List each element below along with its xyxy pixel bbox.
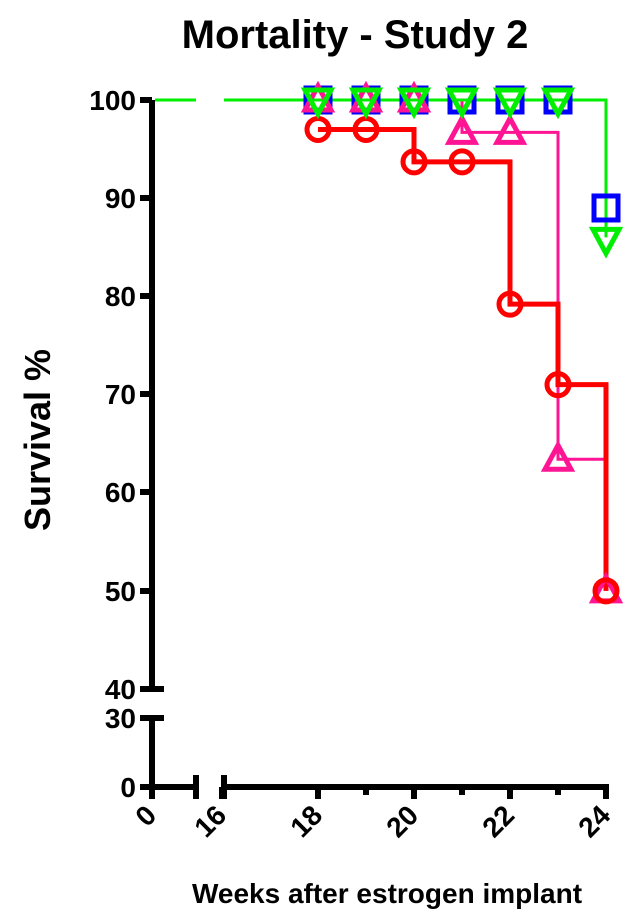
chart-title: Mortality - Study 2: [182, 13, 529, 57]
point-triangle-up: [540, 440, 576, 472]
point-triangle-down: [540, 87, 576, 120]
y-tick-label: 80: [105, 281, 136, 312]
point-triangle-down: [396, 87, 432, 120]
x-axis-label: Weeks after estrogen implant: [192, 878, 582, 909]
y-tick-label: 50: [105, 576, 136, 607]
point-triangle-down: [444, 87, 480, 120]
y-tick-label: 30: [105, 703, 136, 734]
x-tick-label: 0: [129, 799, 162, 832]
point-circle: [400, 148, 428, 176]
series-layer: [155, 80, 624, 605]
y-tick-label: 100: [89, 85, 136, 116]
x-tick-label: 20: [380, 799, 424, 843]
y-tick-label: 60: [105, 477, 136, 508]
point-triangle-down: [300, 87, 336, 120]
point-triangle-down: [492, 87, 528, 120]
y-tick-label: 40: [105, 674, 136, 705]
point-circle: [544, 371, 572, 399]
y-axis-label: Survival %: [17, 349, 58, 531]
x-tick-label: 18: [284, 799, 328, 843]
point-triangle-up: [444, 113, 480, 145]
point-square: [591, 193, 621, 223]
y-tick-label: 90: [105, 183, 136, 214]
x-tick-label: 22: [476, 799, 520, 843]
point-triangle-down: [348, 87, 384, 120]
point-circle: [448, 148, 476, 176]
series-circle-line: [318, 126, 609, 591]
point-triangle-down: [588, 226, 624, 259]
x-tick-label: 16: [188, 799, 232, 843]
y-tick-label: 70: [105, 379, 136, 410]
x-tick-label: 24: [572, 799, 616, 843]
point-triangle-up: [492, 113, 528, 145]
point-circle: [496, 290, 524, 318]
point-circle: [592, 577, 620, 605]
y-tick-label: 0: [120, 772, 136, 803]
